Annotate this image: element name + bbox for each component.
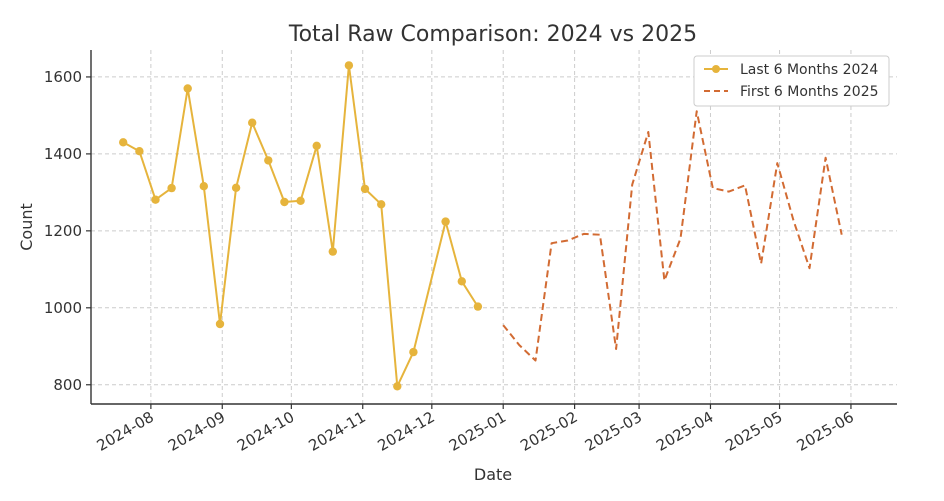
data-point-2024: [393, 382, 402, 391]
series-line-2025: [502, 110, 843, 362]
legend-label-2024: Last 6 Months 2024: [740, 62, 878, 78]
series-line-2024: [122, 64, 479, 388]
data-point-2024: [344, 61, 354, 70]
data-point-2024: [248, 118, 257, 127]
data-point-2024: [457, 277, 466, 286]
data-point-2024: [377, 200, 386, 209]
data-point-2024: [280, 197, 289, 207]
data-point-2024: [167, 183, 176, 193]
data-point-2024: [312, 141, 321, 150]
data-point-2024: [231, 183, 241, 192]
x-tick-label: 2025-06: [794, 408, 857, 455]
data-point-2024: [119, 138, 128, 147]
data-point-2024: [409, 347, 418, 357]
data-point-2024: [135, 147, 144, 156]
y-tick-label: 800: [53, 376, 82, 394]
x-tick-label: 2025-03: [582, 408, 645, 455]
y-tick-label: 1400: [44, 145, 82, 163]
data-point-2024: [473, 302, 483, 311]
data-point-2024: [360, 184, 370, 194]
data-point-2024: [199, 182, 208, 191]
grid: [91, 50, 897, 404]
y-tick-label: 1600: [44, 68, 82, 86]
legend: Last 6 Months 2024 First 6 Months 2025: [693, 55, 890, 107]
data-point-2024: [151, 195, 160, 204]
legend-label-2025: First 6 Months 2025: [740, 84, 879, 100]
x-tick-label: 2024-08: [94, 408, 157, 455]
x-axis-label: Date: [474, 465, 512, 484]
x-tick-label: 2025-04: [653, 408, 716, 455]
legend-marker-2024: [712, 65, 720, 73]
y-tick-label: 1200: [44, 222, 82, 240]
x-tick-label: 2025-01: [446, 408, 509, 455]
data-point-2024: [441, 217, 450, 226]
y-axis-label: Count: [17, 203, 36, 251]
x-tick-label: 2024-11: [305, 408, 368, 455]
axes: 800 1000 1200 1400 1600 2024-08 2024-09 2024-10…: [44, 50, 897, 455]
data-point-2024: [215, 319, 225, 329]
x-tick-label: 2024-09: [165, 408, 228, 455]
data-point-2024: [296, 196, 305, 205]
legend-box: [693, 55, 890, 107]
x-tick-label: 2025-02: [517, 408, 580, 455]
series-layer: [119, 61, 843, 391]
y-tick-label: 1000: [44, 299, 82, 317]
data-point-2024: [264, 156, 273, 165]
x-tick-label: 2024-12: [375, 408, 438, 455]
x-tick-label: 2024-10: [234, 408, 297, 455]
data-point-2024: [328, 247, 337, 256]
data-point-2024: [183, 84, 192, 93]
x-tick-label: 2025-05: [722, 408, 785, 455]
chart-title: Total Raw Comparison: 2024 vs 2025: [288, 22, 697, 47]
